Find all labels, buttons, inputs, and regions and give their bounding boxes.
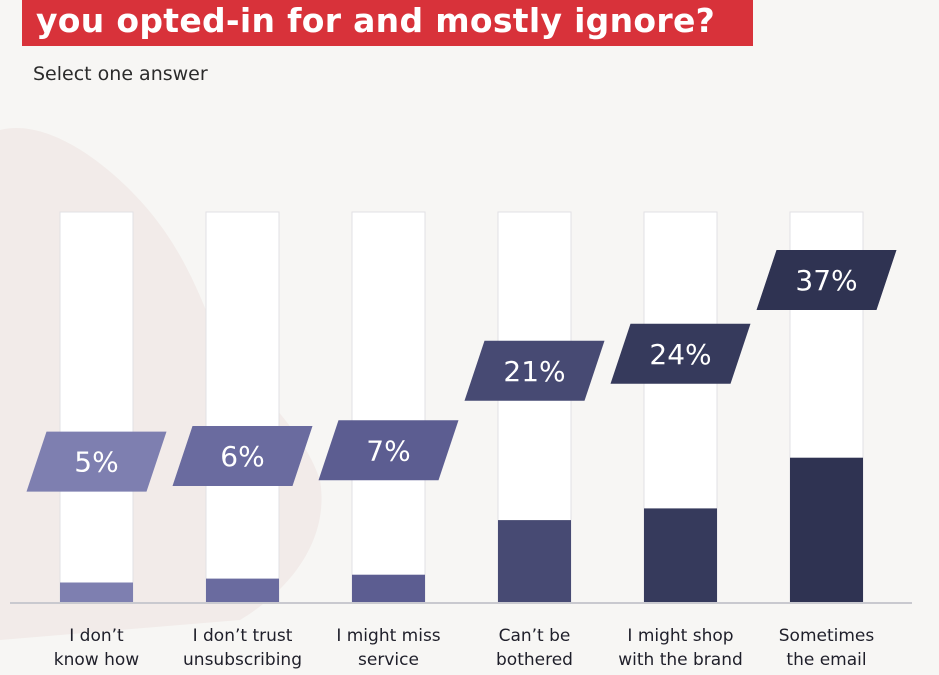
category-label: service [358, 650, 419, 670]
category-label: Sometimes [779, 626, 875, 646]
category-label: I might shop [627, 626, 733, 646]
category-label: Can’t be [499, 626, 571, 646]
bar [498, 520, 571, 602]
bar [206, 578, 279, 602]
category-label: I don’t [69, 626, 124, 646]
value-label: 6% [220, 440, 264, 473]
bar-background [59, 211, 134, 603]
page-subtitle: Select one answer [33, 63, 208, 85]
bar [60, 582, 133, 602]
value-label: 37% [795, 264, 857, 297]
value-label: 5% [74, 446, 118, 479]
value-label-tag [464, 340, 605, 401]
category-label: know how [54, 650, 140, 670]
bar-background [205, 211, 280, 603]
category-label: I might miss [336, 626, 440, 646]
category-label: with the brand [618, 650, 743, 670]
value-label-tag [610, 323, 751, 384]
value-label-tag [172, 425, 313, 486]
value-label-tag [318, 420, 459, 481]
bar [352, 574, 425, 602]
category-label: unsubscribing [183, 650, 302, 670]
value-label-tag [26, 431, 167, 492]
bar [790, 457, 863, 602]
category-label: bothered [496, 650, 573, 670]
value-label: 7% [366, 434, 410, 467]
bar-background [351, 211, 426, 603]
bar [644, 508, 717, 602]
value-label: 21% [503, 355, 565, 388]
value-label: 24% [649, 338, 711, 371]
value-label-tag [756, 250, 897, 310]
category-label: I don’t trust [193, 626, 293, 646]
page-title: you opted-in for and mostly ignore? [36, 1, 716, 40]
title-banner: you opted-in for and mostly ignore? [22, 0, 753, 46]
category-label: the email [786, 650, 866, 670]
